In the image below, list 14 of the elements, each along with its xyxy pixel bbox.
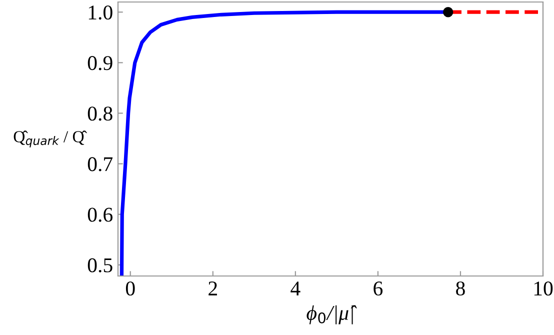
y-tick-label: 0.7 [88,157,113,172]
y-tick-label: 0.9 [88,56,112,70]
x-tick-label: 6 [374,282,383,296]
x-tick-label: 10 [534,281,553,296]
y-axis-title: Q̂$_{quark}$ / Q̂ [14,130,87,148]
x-tick-label: 8 [456,281,465,296]
y-tick-label: 0.5 [88,258,112,272]
y-tick-label: 0.8 [88,106,112,121]
x-tick-label: 2 [208,282,217,296]
y-tick-label: 0.6 [88,208,113,222]
x-tick-label: 4 [290,282,300,296]
y-tick-label: 1.0 [88,5,112,20]
x-axis-title: ϕ$_{0}$/|μ̂| [306,305,357,324]
x-tick-label: 0 [126,281,135,296]
